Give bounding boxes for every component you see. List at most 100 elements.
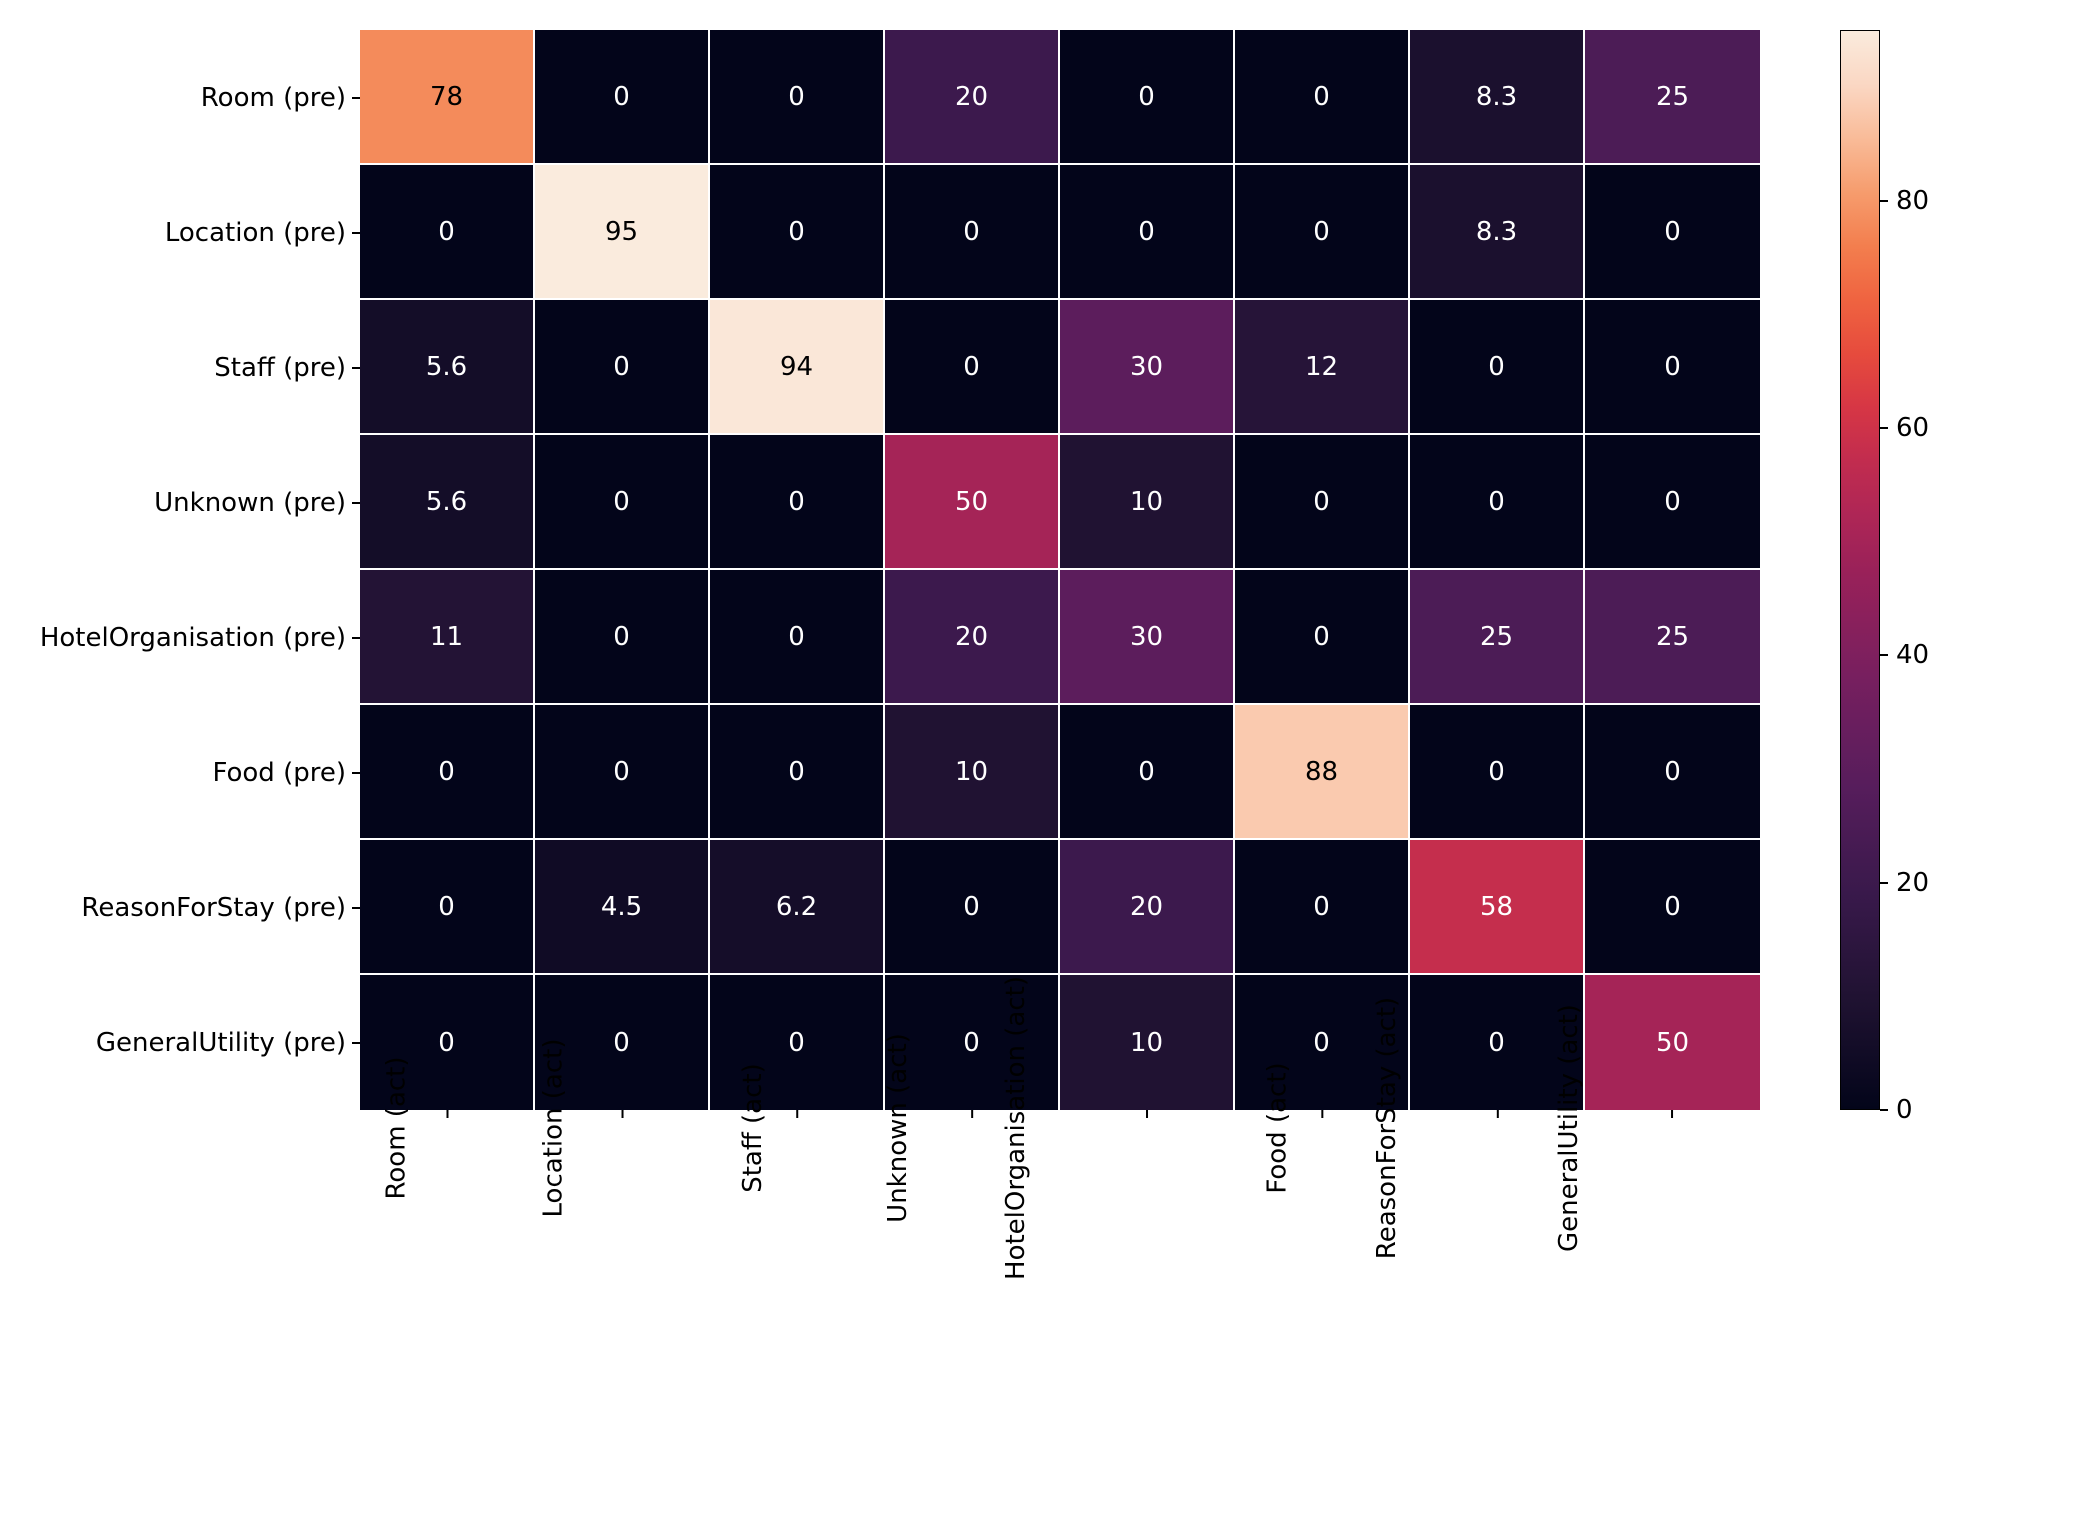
heatmap-cell-label: 0 xyxy=(1313,217,1330,247)
y-tick-mark xyxy=(352,97,360,99)
colorbar: 020406080 xyxy=(1840,30,2000,1110)
heatmap-cell: 10 xyxy=(885,705,1060,840)
heatmap-cell: 50 xyxy=(1585,975,1760,1110)
y-tick: Location (pre) xyxy=(165,218,360,248)
heatmap-cell-label: 0 xyxy=(613,352,630,382)
heatmap-cell: 58 xyxy=(1410,840,1585,975)
heatmap-cell: 0 xyxy=(1235,435,1410,570)
heatmap-cell: 88 xyxy=(1235,705,1410,840)
heatmap-cell: 0 xyxy=(1235,30,1410,165)
figure: 780020008.32509500008.305.609403012005.6… xyxy=(0,0,2098,1530)
heatmap-cell-label: 0 xyxy=(963,892,980,922)
heatmap-cell-label: 0 xyxy=(1664,757,1681,787)
heatmap-cell: 0 xyxy=(535,300,710,435)
x-tick-mark xyxy=(797,1110,799,1118)
heatmap-cell-label: 0 xyxy=(788,1028,805,1058)
heatmap-cell-label: 25 xyxy=(1656,82,1689,112)
heatmap-grid: 780020008.32509500008.305.609403012005.6… xyxy=(360,30,1760,1110)
heatmap-cell-label: 0 xyxy=(438,757,455,787)
heatmap-cell-label: 94 xyxy=(780,352,813,382)
heatmap-cell-label: 0 xyxy=(438,892,455,922)
heatmap-cell-label: 0 xyxy=(1664,217,1681,247)
heatmap-cell-label: 11 xyxy=(430,622,463,652)
heatmap-cell: 0 xyxy=(710,165,885,300)
heatmap-cell: 5.6 xyxy=(360,300,535,435)
heatmap-cell-label: 20 xyxy=(1130,892,1163,922)
heatmap-cell-label: 88 xyxy=(1305,757,1338,787)
heatmap-cell-label: 0 xyxy=(788,757,805,787)
heatmap-cell-label: 12 xyxy=(1305,352,1338,382)
heatmap-cell: 11 xyxy=(360,570,535,705)
y-tick-mark xyxy=(352,367,360,369)
heatmap-cell: 20 xyxy=(885,570,1060,705)
x-tick-mark xyxy=(446,1110,448,1118)
heatmap-cell: 0 xyxy=(710,570,885,705)
x-tick-mark xyxy=(971,1110,973,1118)
x-tick-label: Unknown (act) xyxy=(883,1033,913,1223)
x-tick-label: ReasonForStay (act) xyxy=(1371,997,1401,1259)
heatmap-cell: 0 xyxy=(535,30,710,165)
heatmap-cell: 5.6 xyxy=(360,435,535,570)
colorbar-tick-label: 0 xyxy=(1888,1095,1913,1125)
heatmap-cell: 30 xyxy=(1060,300,1235,435)
heatmap-cell: 4.5 xyxy=(535,840,710,975)
heatmap-cell-label: 30 xyxy=(1130,622,1163,652)
heatmap-cell: 94 xyxy=(710,300,885,435)
heatmap-cell-label: 20 xyxy=(955,82,988,112)
heatmap-cell: 0 xyxy=(360,705,535,840)
heatmap-cell-label: 0 xyxy=(1664,352,1681,382)
heatmap-cell-label: 8.3 xyxy=(1476,82,1517,112)
colorbar-tick-mark xyxy=(1880,654,1888,656)
heatmap-cell: 0 xyxy=(1585,840,1760,975)
y-tick: Staff (pre) xyxy=(214,353,360,383)
heatmap-cell: 0 xyxy=(710,30,885,165)
colorbar-tick-label: 60 xyxy=(1888,413,1929,443)
x-tick: Staff (act) xyxy=(728,1110,868,1158)
heatmap-cell: 0 xyxy=(360,165,535,300)
y-tick-mark xyxy=(352,1042,360,1044)
y-tick: Food (pre) xyxy=(212,758,360,788)
heatmap-cell-label: 10 xyxy=(1130,487,1163,517)
heatmap-cell: 0 xyxy=(710,435,885,570)
heatmap-cell-label: 0 xyxy=(1488,487,1505,517)
colorbar-tick: 40 xyxy=(1880,640,1929,670)
heatmap-cell: 0 xyxy=(360,840,535,975)
heatmap-cell-label: 0 xyxy=(963,217,980,247)
x-tick: Room (act) xyxy=(371,1110,524,1158)
colorbar-tick-mark xyxy=(1880,427,1888,429)
y-tick-mark xyxy=(352,772,360,774)
x-tick: Location (act) xyxy=(528,1110,717,1158)
heatmap-cell: 10 xyxy=(1060,435,1235,570)
y-tick-label: Room (pre) xyxy=(201,83,352,113)
heatmap-cell: 0 xyxy=(1410,435,1585,570)
heatmap-cell-label: 0 xyxy=(1313,892,1330,922)
x-tick-mark xyxy=(1321,1110,1323,1118)
colorbar-tick-label: 80 xyxy=(1888,186,1929,216)
heatmap-cell: 30 xyxy=(1060,570,1235,705)
y-tick: GeneralUtility (pre) xyxy=(96,1028,360,1058)
heatmap-cell-label: 0 xyxy=(1664,487,1681,517)
heatmap-cell-label: 0 xyxy=(1138,757,1155,787)
heatmap-cell: 95 xyxy=(535,165,710,300)
heatmap-cell-label: 50 xyxy=(1656,1028,1689,1058)
heatmap-cell: 0 xyxy=(1585,435,1760,570)
y-tick-label: Staff (pre) xyxy=(214,353,352,383)
x-tick-label: HotelOrganisation (act) xyxy=(1001,976,1031,1280)
heatmap-cell-label: 0 xyxy=(1488,352,1505,382)
heatmap-cell: 0 xyxy=(1585,300,1760,435)
heatmap-cell: 20 xyxy=(1060,840,1235,975)
colorbar-tick: 0 xyxy=(1880,1095,1913,1125)
heatmap-cell: 78 xyxy=(360,30,535,165)
y-tick-label: GeneralUtility (pre) xyxy=(96,1028,352,1058)
heatmap-cell: 0 xyxy=(1585,705,1760,840)
heatmap-cell: 0 xyxy=(1060,30,1235,165)
heatmap-cell: 0 xyxy=(885,840,1060,975)
heatmap-cell: 0 xyxy=(1235,165,1410,300)
y-tick-label: Location (pre) xyxy=(165,218,352,248)
heatmap-cell-label: 78 xyxy=(430,82,463,112)
heatmap-cell-label: 0 xyxy=(788,622,805,652)
heatmap-cell-label: 0 xyxy=(963,1028,980,1058)
heatmap-cell-label: 0 xyxy=(1313,82,1330,112)
heatmap-cell: 0 xyxy=(535,435,710,570)
y-tick-mark xyxy=(352,232,360,234)
